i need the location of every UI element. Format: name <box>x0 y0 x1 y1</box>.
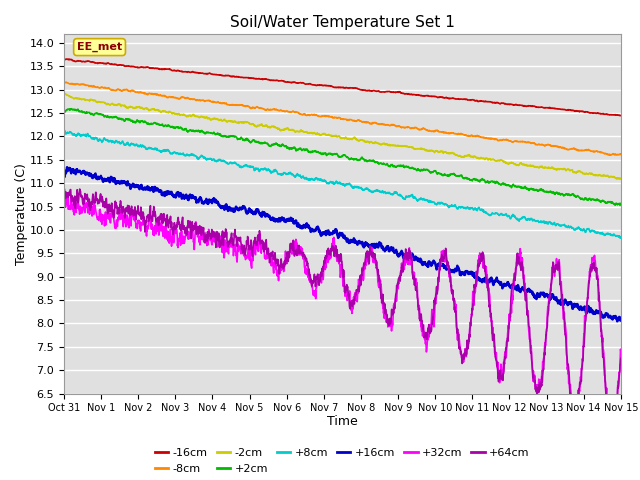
Text: EE_met: EE_met <box>77 42 122 52</box>
Title: Soil/Water Temperature Set 1: Soil/Water Temperature Set 1 <box>230 15 455 30</box>
Legend: -16cm, -8cm, -2cm, +2cm, +8cm, +16cm, +32cm, +64cm: -16cm, -8cm, -2cm, +2cm, +8cm, +16cm, +3… <box>150 444 534 478</box>
X-axis label: Time: Time <box>327 415 358 428</box>
Y-axis label: Temperature (C): Temperature (C) <box>15 163 28 264</box>
